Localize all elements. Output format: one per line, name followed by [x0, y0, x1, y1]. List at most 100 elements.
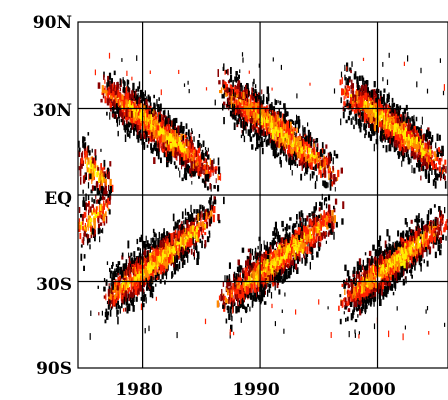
sunspot-mark [257, 259, 259, 266]
sunspot-mark [299, 229, 302, 236]
sunspot-mark [116, 266, 118, 274]
sunspot-mark [257, 114, 260, 119]
sunspot-mark [298, 256, 301, 262]
sunspot-mark [290, 139, 293, 143]
sunspot-mark [329, 153, 332, 162]
sunspot-mark [124, 263, 127, 269]
sunspot-mark [288, 123, 291, 131]
sunspot-mark [307, 240, 309, 249]
sunspot-mark [139, 95, 142, 99]
sunspot-mark [104, 96, 107, 104]
sunspot-mark [242, 130, 244, 136]
sunspot-mark [304, 243, 307, 247]
sunspot-mark [168, 234, 171, 238]
sunspot-mark [234, 116, 237, 121]
sunspot-mark [181, 135, 184, 142]
sunspot-mark [128, 264, 131, 270]
sunspot-mark [157, 144, 160, 148]
sunspot-mark [203, 206, 205, 213]
sunspot-mark [287, 144, 291, 152]
sunspot-mark [238, 294, 241, 299]
sunspot-mark [292, 159, 295, 164]
sunspot-mark [155, 255, 158, 262]
sunspot-mark [197, 156, 199, 163]
sunspot-mark [238, 91, 241, 100]
sunspot-mark [138, 252, 141, 259]
sunspot-mark [306, 146, 308, 154]
sunspot-mark [189, 139, 192, 145]
sunspot-mark [245, 85, 247, 91]
sunspot-mark [104, 85, 106, 91]
sunspot-mark [276, 278, 279, 283]
sunspot-mark [260, 127, 262, 136]
sunspot-mark [285, 228, 287, 236]
sunspot-mark [288, 122, 290, 128]
sunspot-mark [262, 117, 264, 126]
sunspot-mark [273, 263, 276, 271]
sunspot-mark [257, 277, 259, 283]
sunspot-mark [151, 121, 154, 126]
sunspot-mark [281, 142, 283, 148]
sunspot-mark [118, 119, 120, 126]
sunspot-mark [234, 106, 238, 113]
sunspot-mark [184, 167, 187, 175]
sunspot-mark [144, 266, 147, 275]
sunspot-mark [269, 242, 271, 246]
sunspot-mark [276, 112, 280, 117]
sunspot-mark [193, 160, 196, 168]
sunspot-mark [265, 123, 267, 127]
sunspot-mark [316, 154, 319, 160]
sunspot-mark [125, 86, 128, 95]
sunspot-mark [301, 153, 304, 162]
sunspot-mark [285, 238, 289, 245]
sunspot-mark [179, 170, 181, 178]
sunspot-mark [203, 169, 205, 175]
sunspot-mark [203, 213, 205, 220]
sunspot-mark [111, 265, 113, 269]
sunspot-mark [108, 72, 112, 80]
sunspot-mark [126, 127, 129, 135]
sunspot-mark [156, 117, 158, 124]
sunspot-mark [171, 248, 173, 253]
sunspot-mark [137, 274, 139, 278]
sunspot-mark [234, 288, 236, 296]
sunspot-mark [301, 136, 302, 141]
sunspot-mark [331, 210, 334, 216]
sunspot-mark [318, 167, 320, 175]
sunspot-mark [240, 291, 243, 300]
sunspot-mark [128, 87, 130, 92]
sunspot-mark [122, 77, 124, 83]
sunspot-mark [112, 90, 114, 96]
sunspot-mark [147, 96, 150, 102]
sunspot-mark [174, 165, 178, 169]
sunspot-mark [184, 172, 188, 181]
sunspot-mark [282, 113, 284, 121]
sunspot-mark [277, 238, 279, 244]
sunspot-mark [293, 120, 295, 126]
sunspot-mark [167, 145, 170, 151]
sunspot-mark [232, 103, 234, 112]
sunspot-mark [268, 288, 271, 293]
sunspot-mark [299, 220, 302, 228]
sunspot-mark [190, 238, 194, 246]
sunspot-mark [160, 157, 162, 164]
sunspot-mark [248, 273, 251, 282]
sunspot-mark [167, 253, 170, 260]
sunspot-mark [128, 100, 131, 106]
sunspot-mark [183, 231, 185, 237]
sunspot-mark [146, 126, 148, 132]
sunspot-mark [145, 235, 147, 243]
sunspot-mark [224, 297, 227, 304]
sunspot-mark [329, 184, 332, 191]
sunspot-mark [310, 141, 313, 147]
sunspot-mark [212, 214, 215, 223]
sunspot-mark [153, 135, 155, 143]
sunspot-mark [247, 129, 251, 136]
sunspot-mark [206, 208, 209, 213]
sunspot-mark [315, 138, 319, 143]
sunspot-mark [250, 284, 254, 289]
sunspot-mark [181, 246, 184, 254]
sunspot-mark [162, 122, 164, 130]
sunspot-mark [332, 157, 334, 165]
sunspot-mark [240, 134, 243, 139]
